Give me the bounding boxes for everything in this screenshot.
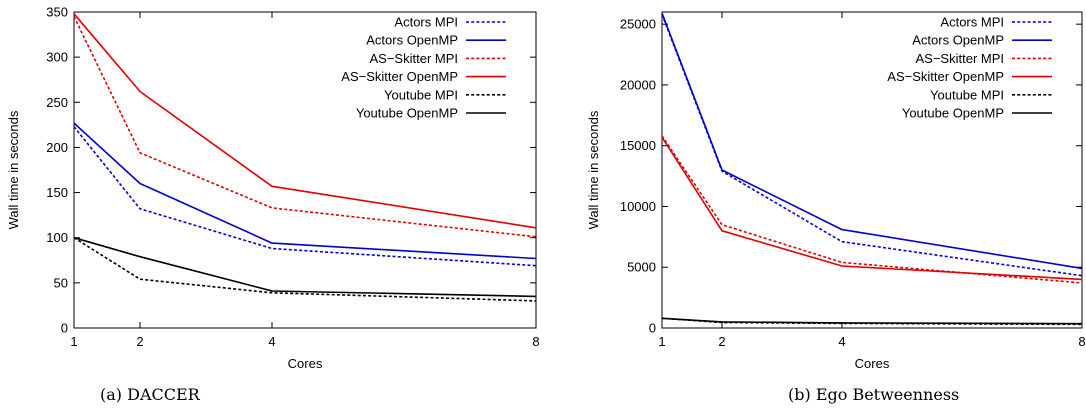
legend-label: AS−Skitter OpenMP xyxy=(341,69,458,84)
series-line xyxy=(661,317,1083,325)
y-tick-label: 50 xyxy=(54,275,68,290)
plot-frame xyxy=(73,11,537,329)
legend-label: Actors OpenMP xyxy=(912,33,1004,48)
series-line xyxy=(73,126,537,267)
legend-label: Actors OpenMP xyxy=(366,33,458,48)
x-tick-label: 2 xyxy=(718,334,725,349)
series-line xyxy=(73,237,537,302)
x-axis-title: Cores xyxy=(855,356,890,371)
y-tick-label: 100 xyxy=(46,230,68,245)
x-tick-label: 8 xyxy=(532,334,539,349)
y-axis-title: Wall time in seconds xyxy=(586,110,601,229)
y-tick-label: 25000 xyxy=(620,17,656,32)
y-tick-label: 10000 xyxy=(620,199,656,214)
y-tick-label: 200 xyxy=(46,140,68,155)
plot-frame xyxy=(661,11,1083,329)
y-tick-label: 5000 xyxy=(627,260,656,275)
legend: Actors MPI Actors OpenMP AS−Skitter MPI AS−… xyxy=(887,15,1052,121)
series-line xyxy=(661,14,1083,277)
legend-label: Actors MPI xyxy=(940,15,1004,30)
y-tick-label: 150 xyxy=(46,185,68,200)
y-tick-label: 0 xyxy=(61,321,68,336)
legend-label: Actors MPI xyxy=(394,15,458,30)
y-tick-label: 20000 xyxy=(620,77,656,92)
y-tick-label: 350 xyxy=(46,5,68,20)
x-axis-title: Cores xyxy=(288,356,323,371)
chart-ego-betweenness: 0 5000 10000 15000 20000 25000 1 2 4 8 Cores Wall t… xyxy=(586,11,1086,404)
series-line xyxy=(73,122,537,260)
y-tick-label: 250 xyxy=(46,95,68,110)
legend-label: Youtube MPI xyxy=(930,87,1004,102)
legend-label: Youtube MPI xyxy=(384,87,458,102)
x-tick-label: 8 xyxy=(1078,334,1085,349)
legend: Actors MPI Actors OpenMP AS−Skitter MPI AS−… xyxy=(341,15,506,121)
subfigure-caption: (a) DACCER xyxy=(100,385,201,404)
y-axis-title: Wall time in seconds xyxy=(6,110,21,229)
y-tick-label: 15000 xyxy=(620,138,656,153)
chart-daccer: 0 50 100 150 200 250 300 350 1 2 4 8 Cores Wall time … xyxy=(6,5,540,405)
subfigure-caption: (b) Ego Betweenness xyxy=(788,385,959,404)
y-tick-label: 0 xyxy=(649,321,656,336)
x-tick-label: 1 xyxy=(70,334,77,349)
legend-label: AS−Skitter OpenMP xyxy=(887,69,1004,84)
legend-label: Youtube OpenMP xyxy=(356,106,458,121)
series-line xyxy=(73,16,537,238)
series-line xyxy=(661,135,1083,284)
y-tick-label: 300 xyxy=(46,50,68,65)
x-tick-label: 4 xyxy=(268,334,275,349)
x-tick-label: 2 xyxy=(136,334,143,349)
series-line xyxy=(73,236,537,298)
legend-label: Youtube OpenMP xyxy=(902,106,1004,121)
x-tick-label: 4 xyxy=(838,334,845,349)
series-line xyxy=(661,12,1083,270)
x-tick-label: 1 xyxy=(658,334,665,349)
legend-label: AS−Skitter MPI xyxy=(370,51,459,66)
series-line xyxy=(73,13,537,229)
series-line xyxy=(661,136,1083,281)
legend-label: AS−Skitter MPI xyxy=(916,51,1005,66)
